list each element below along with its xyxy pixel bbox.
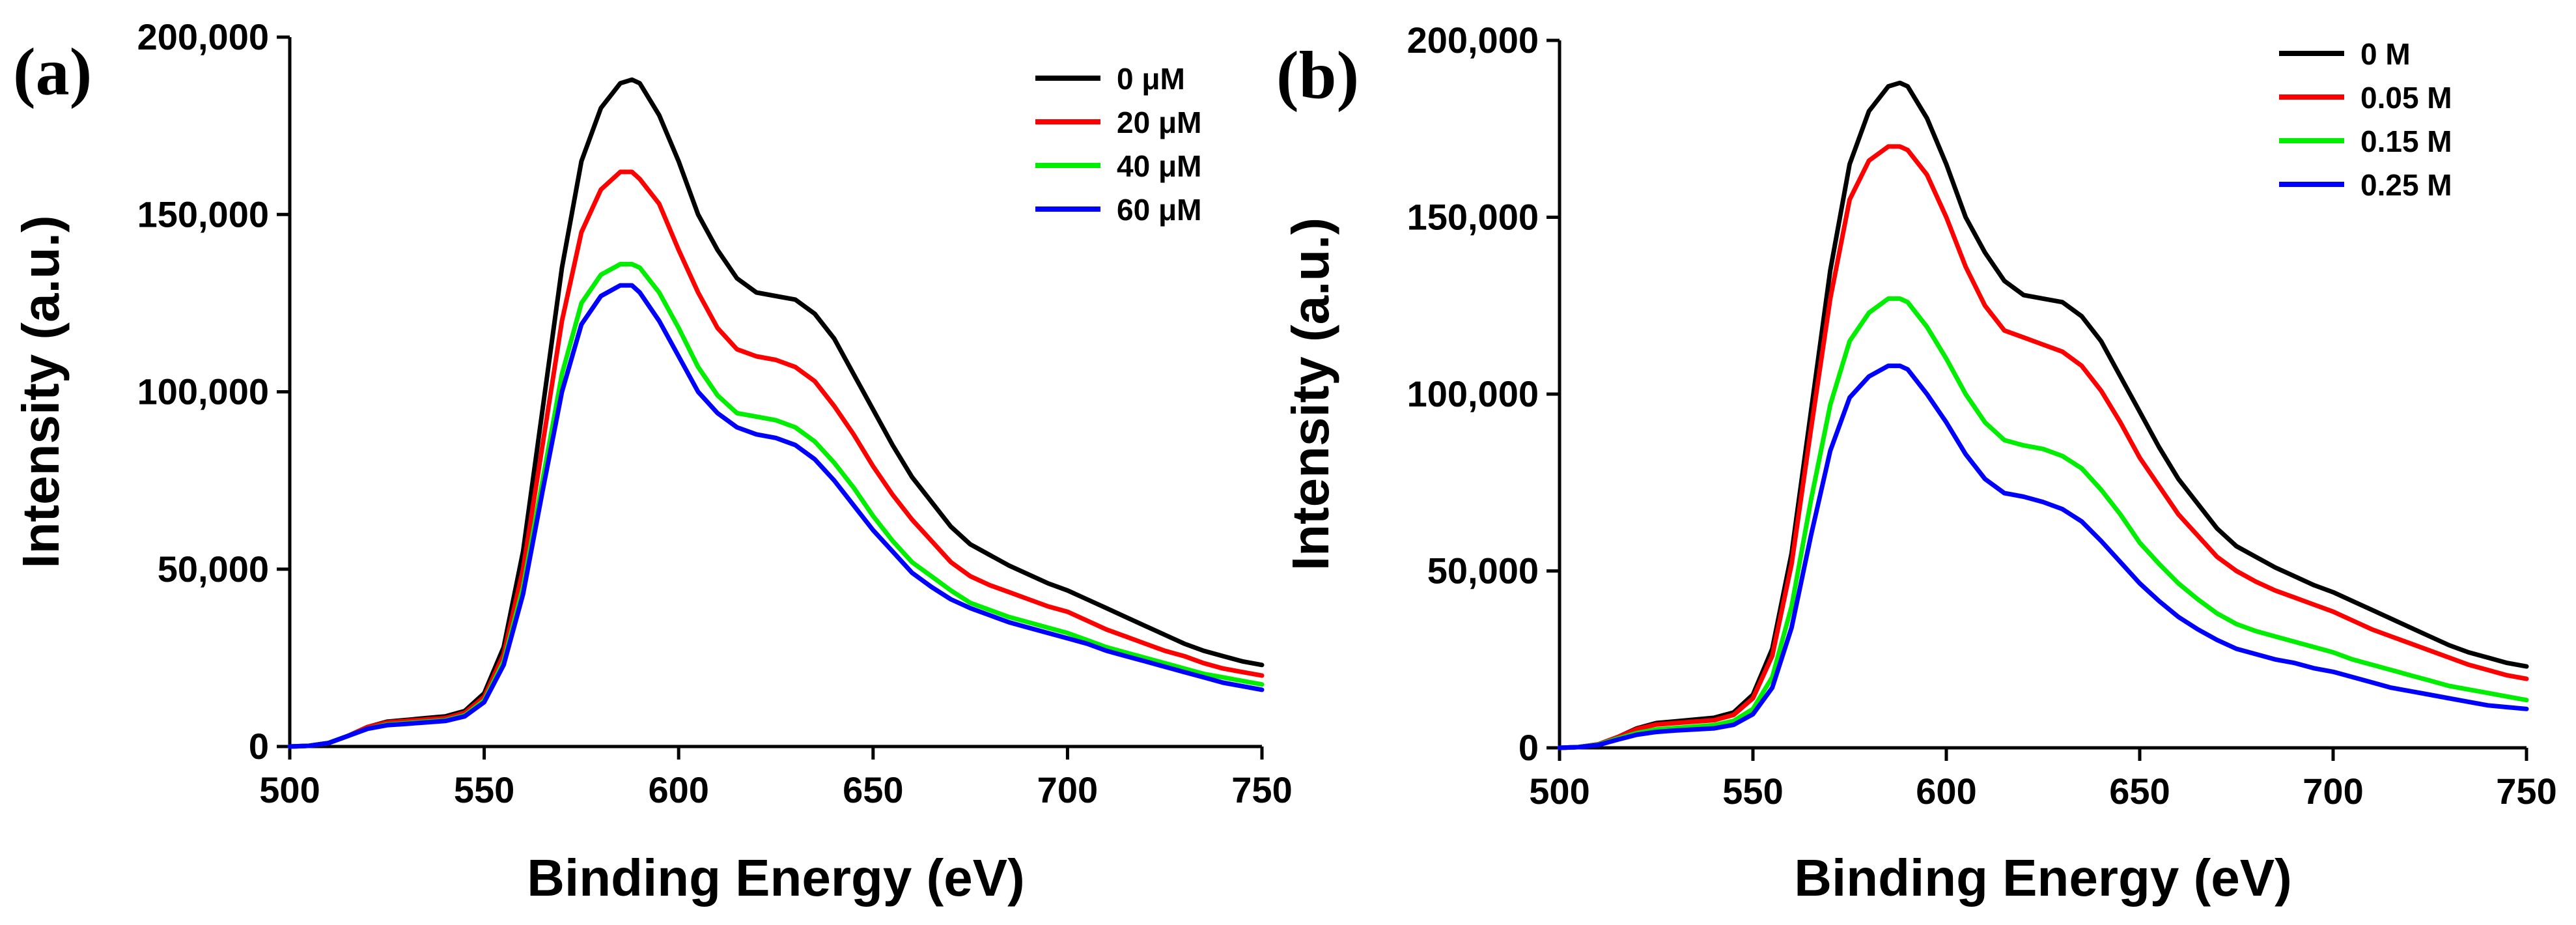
- x-tick-label: 650: [2109, 771, 2170, 812]
- x-tick-label: 500: [259, 769, 320, 810]
- series-line-3: [1557, 363, 2529, 750]
- panel-label: (a): [13, 35, 92, 109]
- series-line-1: [287, 169, 1265, 749]
- legend-label: 0 μM: [1117, 62, 1185, 96]
- y-tick-label: 150,000: [1407, 197, 1539, 238]
- series-line-0: [1557, 80, 2529, 750]
- legend-label: 20 μM: [1117, 106, 1201, 139]
- legend-label: 0.15 M: [2360, 124, 2452, 158]
- x-tick-label: 750: [2496, 771, 2556, 812]
- x-tick-label: 550: [1722, 771, 1783, 812]
- y-tick-label: 0: [249, 726, 269, 767]
- chart-panel-a: (a) 500 550 600 650 700 750 0 50,000 100,000 150,0…: [12, 16, 1293, 907]
- legend-label: 60 μM: [1117, 193, 1201, 227]
- series-line-2: [1557, 296, 2529, 750]
- panel-label: (b): [1276, 38, 1359, 113]
- legend-label: 0.05 M: [2360, 81, 2452, 115]
- y-tick-label: 50,000: [1427, 550, 1539, 591]
- series-line-2: [287, 262, 1265, 749]
- x-tick-label: 750: [1231, 769, 1292, 810]
- legend-label: 0 M: [2360, 37, 2411, 71]
- x-axis-title: Binding Energy (eV): [527, 849, 1025, 907]
- series-line-3: [287, 283, 1265, 749]
- x-axis-title: Binding Energy (eV): [1794, 849, 2292, 907]
- legend-label: 0.25 M: [2360, 168, 2452, 202]
- x-tick-label: 550: [454, 769, 514, 810]
- x-tick-label: 650: [843, 769, 903, 810]
- x-tick-label: 600: [648, 769, 708, 810]
- y-tick-label: 200,000: [137, 16, 269, 57]
- x-tick-label: 600: [1916, 771, 1976, 812]
- y-tick-label: 50,000: [158, 548, 269, 590]
- y-tick-label: 100,000: [137, 371, 269, 412]
- y-axis-title: Intensity (a.u.): [1281, 218, 1339, 571]
- x-tick-label: 500: [1529, 771, 1589, 812]
- y-tick-label: 0: [1519, 727, 1539, 768]
- y-tick-label: 100,000: [1407, 373, 1539, 414]
- y-axis-title: Intensity (a.u.): [12, 215, 70, 568]
- chart-panel-b: (b) 500 550 600 650 700 750 0 50,000 100,000 150,0…: [1276, 20, 2557, 907]
- series-line-1: [1557, 144, 2529, 750]
- y-tick-label: 200,000: [1407, 20, 1539, 61]
- y-tick-label: 150,000: [137, 193, 269, 235]
- legend-label: 40 μM: [1117, 149, 1201, 183]
- x-tick-label: 700: [1037, 769, 1098, 810]
- x-tick-label: 700: [2303, 771, 2363, 812]
